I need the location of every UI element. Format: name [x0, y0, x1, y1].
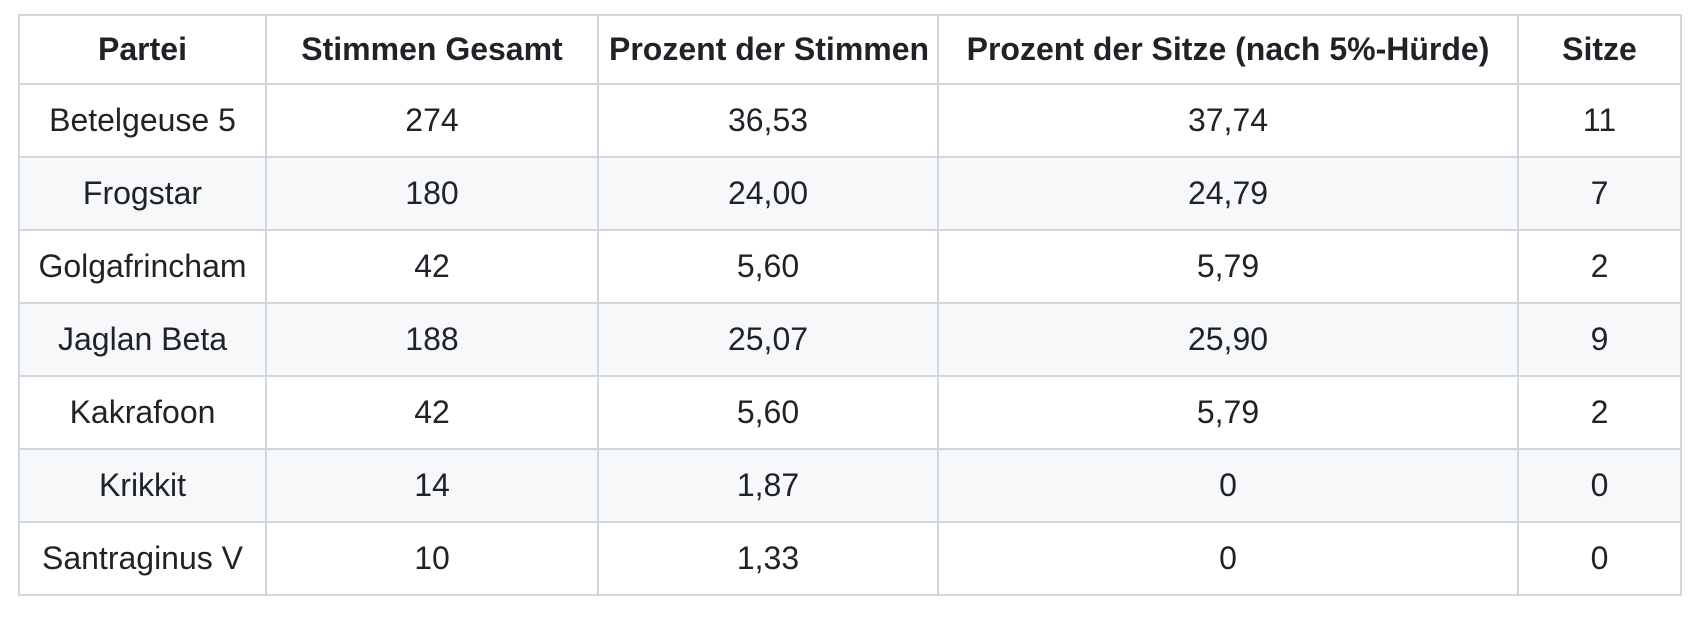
cell-prozent-sitze: 37,74: [937, 83, 1519, 158]
cell-prozent-sitze: 5,79: [937, 229, 1519, 304]
cell-prozent-stimmen: 1,33: [597, 521, 939, 596]
cell-stimmen: 180: [265, 156, 599, 231]
cell-sitze: 2: [1517, 375, 1682, 450]
cell-stimmen: 274: [265, 83, 599, 158]
cell-prozent-stimmen: 1,87: [597, 448, 939, 523]
column-header-prozent-der-stimmen: Prozent der Stimmen: [597, 14, 939, 85]
cell-partei: Jaglan Beta: [18, 302, 267, 377]
table-header-row: Partei Stimmen Gesamt Prozent der Stimme…: [18, 14, 1682, 85]
cell-prozent-stimmen: 36,53: [597, 83, 939, 158]
election-results-table: Partei Stimmen Gesamt Prozent der Stimme…: [18, 14, 1682, 596]
cell-partei: Santraginus V: [18, 521, 267, 596]
cell-prozent-stimmen: 5,60: [597, 229, 939, 304]
cell-sitze: 2: [1517, 229, 1682, 304]
cell-stimmen: 10: [265, 521, 599, 596]
cell-sitze: 7: [1517, 156, 1682, 231]
cell-prozent-stimmen: 5,60: [597, 375, 939, 450]
table-row: Frogstar 180 24,00 24,79 7: [18, 156, 1682, 231]
cell-sitze: 0: [1517, 448, 1682, 523]
table-row: Golgafrincham 42 5,60 5,79 2: [18, 229, 1682, 304]
column-header-stimmen-gesamt: Stimmen Gesamt: [265, 14, 599, 85]
table-row: Jaglan Beta 188 25,07 25,90 9: [18, 302, 1682, 377]
cell-sitze: 9: [1517, 302, 1682, 377]
cell-prozent-sitze: 24,79: [937, 156, 1519, 231]
cell-stimmen: 42: [265, 229, 599, 304]
cell-stimmen: 42: [265, 375, 599, 450]
table-row: Betelgeuse 5 274 36,53 37,74 11: [18, 83, 1682, 158]
cell-stimmen: 14: [265, 448, 599, 523]
cell-stimmen: 188: [265, 302, 599, 377]
cell-prozent-sitze: 0: [937, 448, 1519, 523]
cell-partei: Frogstar: [18, 156, 267, 231]
column-header-sitze: Sitze: [1517, 14, 1682, 85]
cell-prozent-sitze: 25,90: [937, 302, 1519, 377]
table-row: Krikkit 14 1,87 0 0: [18, 448, 1682, 523]
column-header-prozent-der-sitze: Prozent der Sitze (nach 5%-Hürde): [937, 14, 1519, 85]
cell-prozent-stimmen: 24,00: [597, 156, 939, 231]
table-row: Santraginus V 10 1,33 0 0: [18, 521, 1682, 596]
cell-partei: Golgafrincham: [18, 229, 267, 304]
cell-prozent-sitze: 0: [937, 521, 1519, 596]
column-header-partei: Partei: [18, 14, 267, 85]
cell-sitze: 11: [1517, 83, 1682, 158]
cell-partei: Krikkit: [18, 448, 267, 523]
table-row: Kakrafoon 42 5,60 5,79 2: [18, 375, 1682, 450]
cell-partei: Betelgeuse 5: [18, 83, 267, 158]
cell-prozent-sitze: 5,79: [937, 375, 1519, 450]
cell-sitze: 0: [1517, 521, 1682, 596]
cell-partei: Kakrafoon: [18, 375, 267, 450]
cell-prozent-stimmen: 25,07: [597, 302, 939, 377]
